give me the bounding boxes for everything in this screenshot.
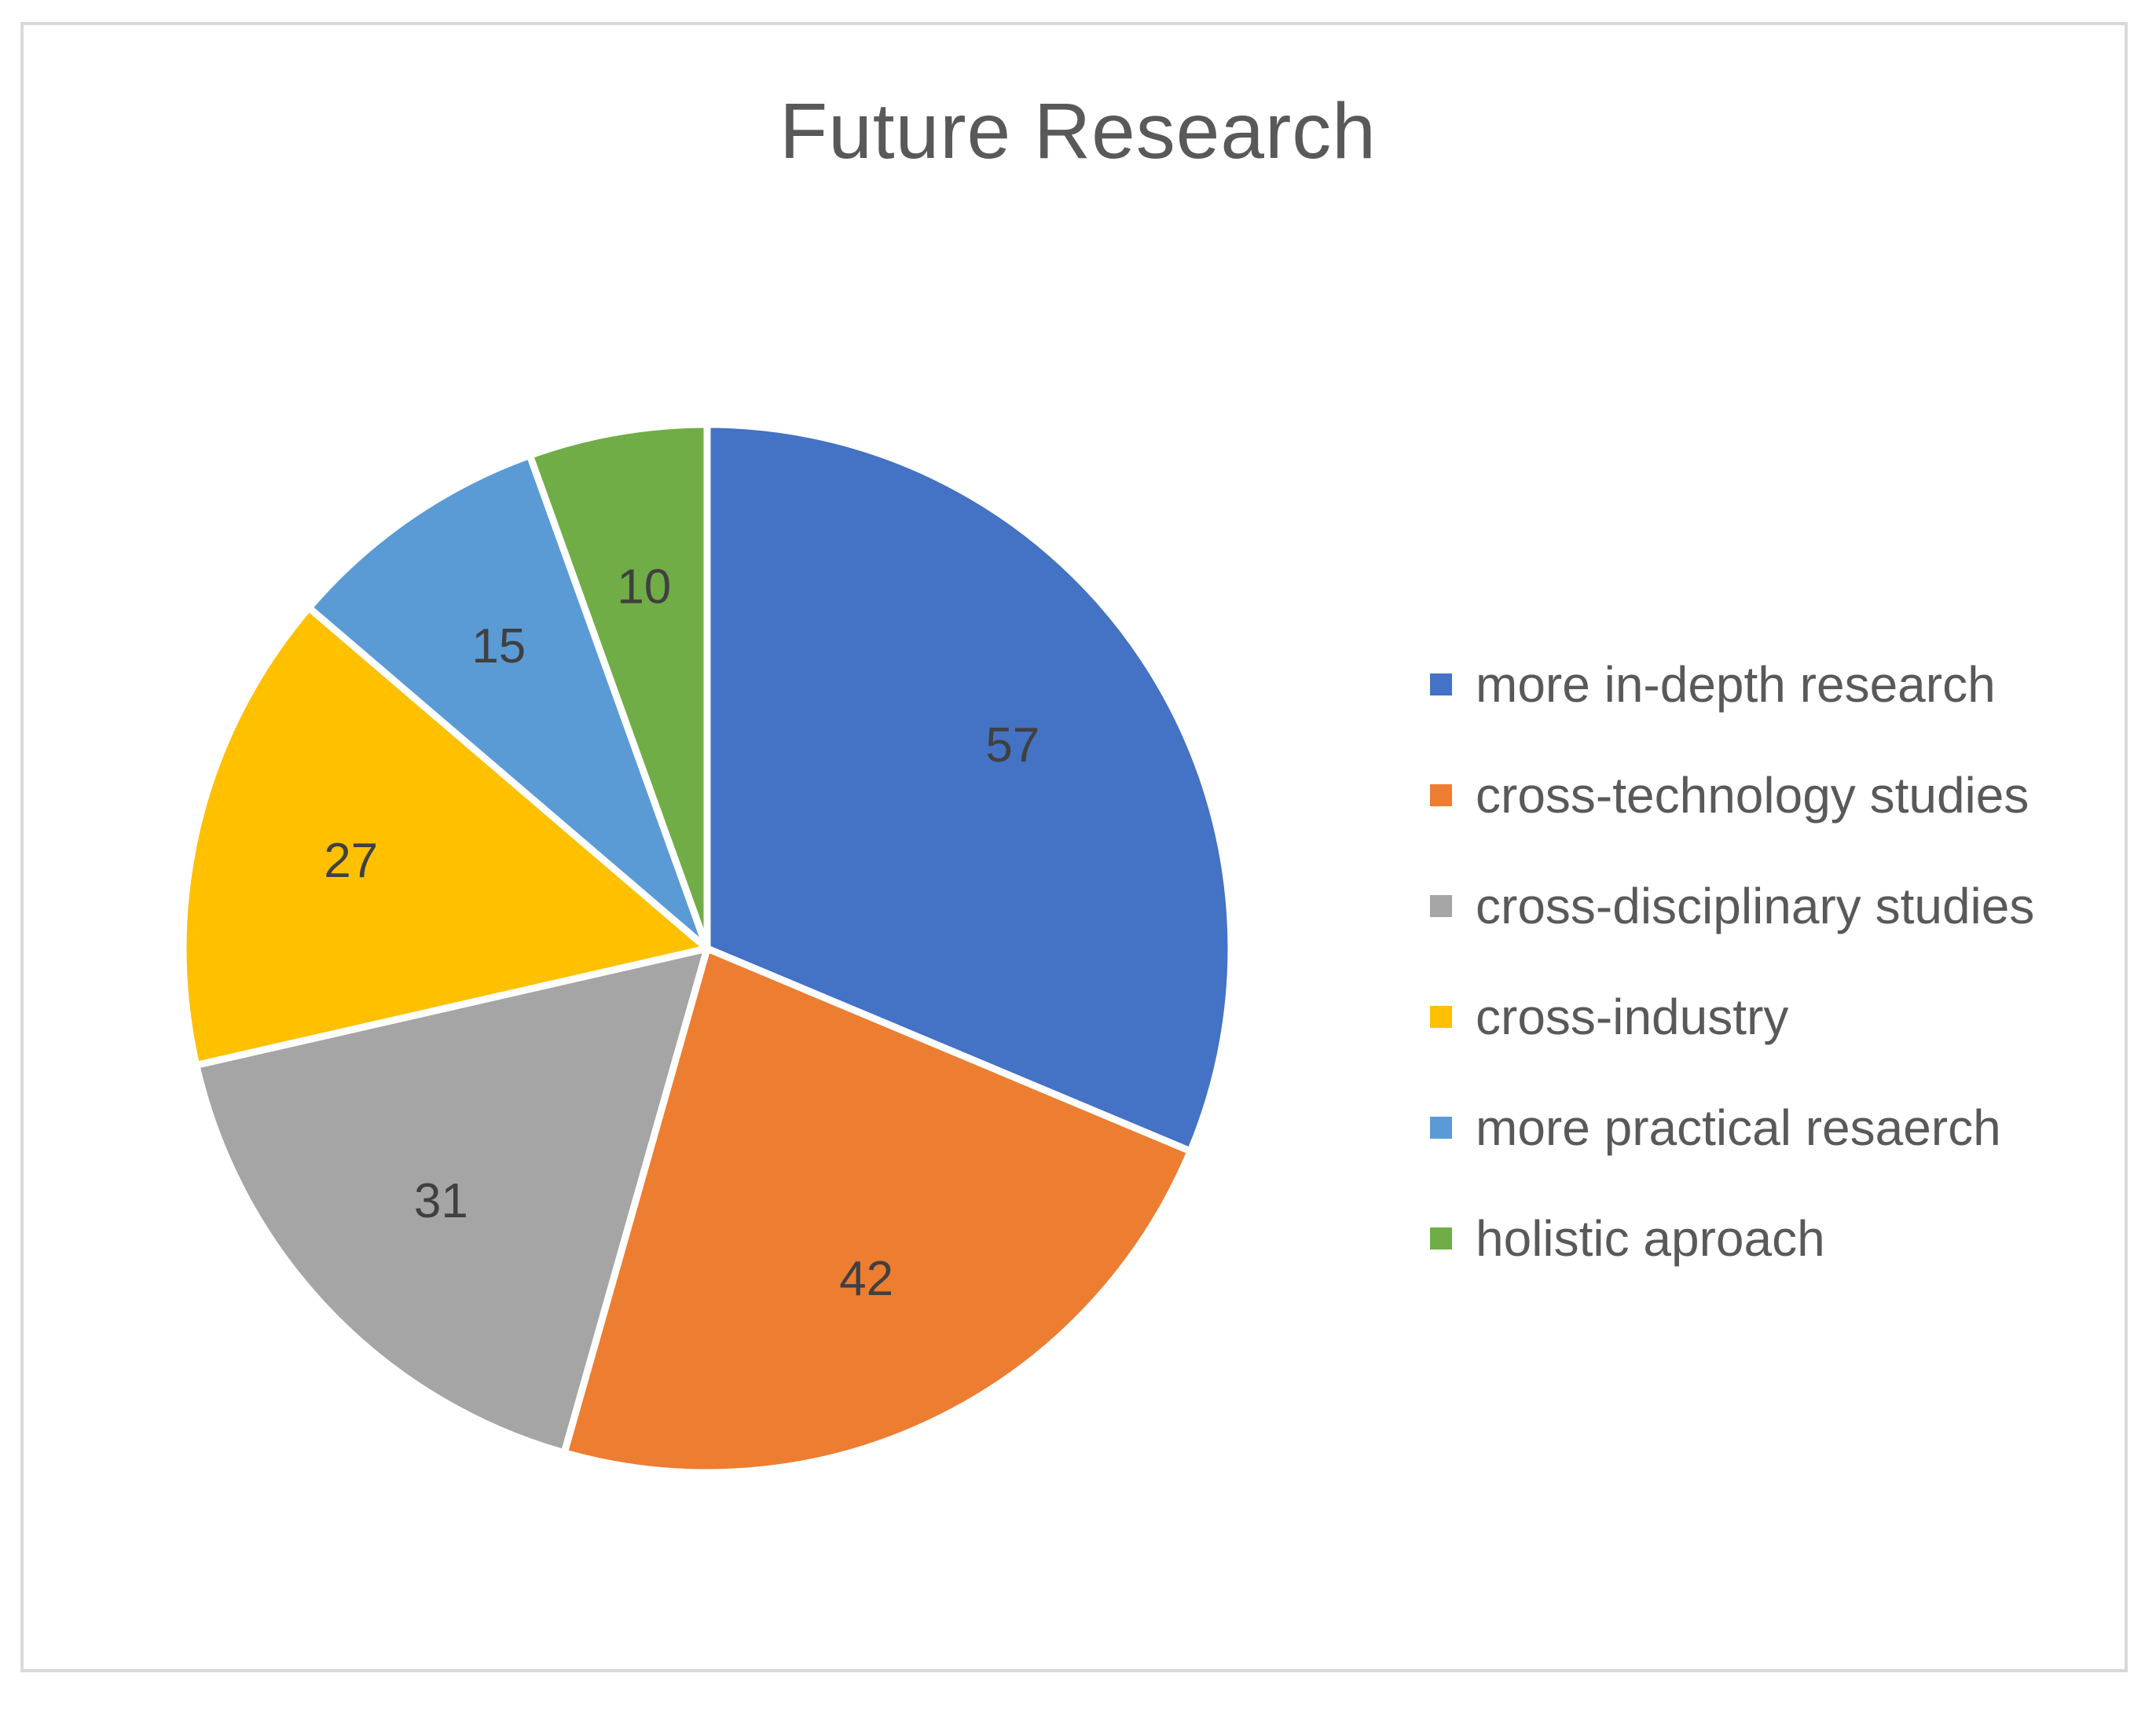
legend-item-cross-disciplinary-studies: cross-disciplinary studies	[1430, 850, 2034, 961]
legend-label: cross-industry	[1476, 988, 1789, 1045]
legend-item-cross-industry: cross-industry	[1430, 961, 2034, 1072]
data-label-cross-disciplinary-studies: 31	[414, 1174, 468, 1228]
pie-slice-more-in-depth-research	[703, 420, 1235, 1155]
pie-slice-more-practical-resaerch	[305, 451, 711, 952]
legend-item-cross-technology-studies: cross-technology studies	[1430, 739, 2034, 850]
legend-swatch	[1430, 673, 1452, 695]
legend-label: holistic aproach	[1476, 1209, 1825, 1267]
legend-item-more-in-depth-research: more in-depth research	[1430, 629, 2034, 739]
pie-slice-cross-technology-studies	[560, 945, 1194, 1477]
legend-label: cross-technology studies	[1476, 766, 2030, 824]
legend-swatch	[1430, 783, 1452, 806]
data-label-cross-industry: 27	[324, 834, 378, 888]
legend-swatch	[1430, 894, 1452, 917]
pie-slice-cross-disciplinary-studies	[192, 945, 711, 1457]
pie-slices	[179, 420, 1235, 1477]
legend-item-holistic-aproach: holistic aproach	[1430, 1183, 2034, 1294]
legend-label: more in-depth research	[1476, 655, 1996, 713]
legend-item-more-practical-resaerch: more practical resaerch	[1430, 1072, 2034, 1183]
chart-legend: more in-depth research cross-technology s…	[1430, 629, 2034, 1294]
legend-label: more practical resaerch	[1476, 1099, 2001, 1156]
chart-title: Future Research	[779, 87, 1377, 175]
legend-swatch	[1430, 1227, 1452, 1249]
legend-swatch	[1430, 1005, 1452, 1028]
pie-data-labels: 57 42 31 27 15 10	[324, 560, 1040, 1307]
legend-swatch	[1430, 1116, 1452, 1139]
legend-label: cross-disciplinary studies	[1476, 877, 2035, 934]
data-label-more-in-depth-research: 57	[985, 718, 1040, 772]
pie-slice-holistic-aproach	[526, 420, 711, 952]
data-label-more-practical-resaerch: 15	[471, 619, 526, 673]
data-label-cross-technology-studies: 42	[839, 1252, 893, 1306]
data-label-holistic-aproach: 10	[617, 560, 671, 615]
pie-slice-cross-industry	[179, 604, 711, 1069]
